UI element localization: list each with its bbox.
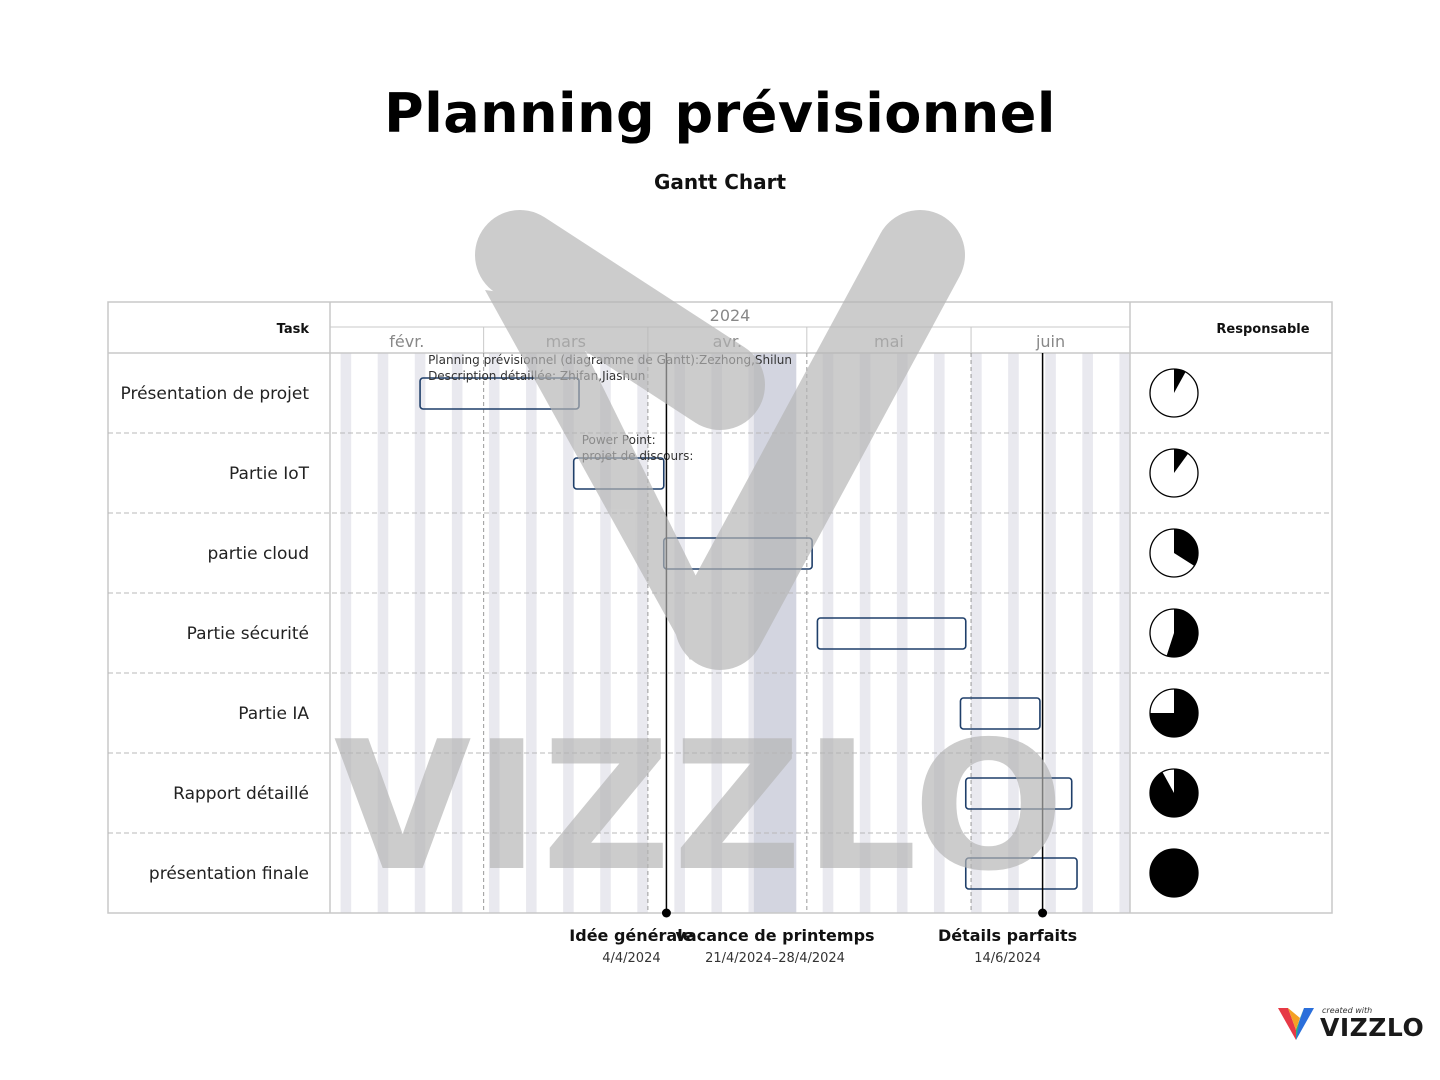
task-label: présentation finale [149,864,309,884]
month-label: févr. [389,332,424,351]
weekend-stripe [563,353,574,913]
vizzlo-watermark: VIZZLO [334,210,1067,910]
milestone-label: Idée générale [569,926,693,945]
vizzlo-logo-icon [1278,1008,1314,1040]
task-label: Partie IA [238,704,309,724]
milestone-dot [1038,908,1048,918]
weekend-stripe [1008,353,1019,913]
task-label: Partie sécurité [187,624,309,644]
progress-pie-slice [1166,609,1198,657]
weekend-stripe [526,353,537,913]
weekend-stripe [1045,353,1056,913]
task-column-header: Task [277,322,310,337]
weekend-stripe [1082,353,1093,913]
responsible-column-header: Responsable [1216,322,1309,337]
task-label: Présentation de projet [121,384,310,404]
weekend-stripe [859,353,871,913]
watermark-v-left-tail [485,290,720,660]
weekend-stripe [822,353,834,913]
task-label: Rapport détaillé [173,784,309,804]
progress-pie-slice [1150,849,1198,897]
task-bar [964,777,1073,810]
milestone-dot [661,908,671,918]
chart-title: Planning prévisionnel [384,82,1056,145]
milestone-date: 4/4/2024 [602,951,660,966]
milestones: Idée générale 4/4/2024 Détails parfaits 14/… [569,353,1077,966]
task-bar [964,857,1078,890]
year-label: 2024 [710,306,751,325]
responsible-pies [1149,368,1199,898]
weekend-stripe [600,353,611,913]
weekend-stripe [377,353,389,913]
vizzlo-brand[interactable]: created with VIZZLO [1276,1004,1424,1044]
task-label: partie cloud [208,544,310,564]
progress-pie-slice [1174,368,1186,393]
progress-pie-slice [1150,689,1198,737]
milestone-date: 14/6/2024 [974,951,1041,966]
period-date: 21/4/2024–28/4/2024 [705,951,845,966]
grid-lines [107,301,1333,914]
weekend-stripe [1119,353,1130,913]
chart-subtitle: Gantt Chart [653,170,787,194]
watermark-text: VIZZLO [334,703,1067,910]
weekend-stripe [971,353,982,913]
task-label: Partie IoT [229,464,310,484]
weekend-stripe [340,353,352,913]
brand-name-text: VIZZLO [1320,1013,1425,1042]
month-label: juin [1035,332,1065,351]
chart-frame [107,301,1333,914]
progress-pie-slice [1149,769,1198,817]
task-bar [959,697,1041,730]
task-bar [816,617,967,650]
weekend-stripe [896,353,908,913]
period-label: vacance de printemps [676,926,875,945]
progress-pie-slice [1174,449,1189,473]
weekend-stripe [933,353,945,913]
brand-created-text: created with [1322,1006,1373,1015]
weekend-stripe [451,353,463,913]
watermark-v-right [675,210,965,670]
weekend-stripe [414,353,426,913]
progress-pie-slice [1174,529,1199,566]
watermark-v-left-top [475,210,765,430]
weekend-stripe [488,353,500,913]
milestone-label: Détails parfaits [938,926,1077,945]
weekend-stripe [637,353,648,913]
